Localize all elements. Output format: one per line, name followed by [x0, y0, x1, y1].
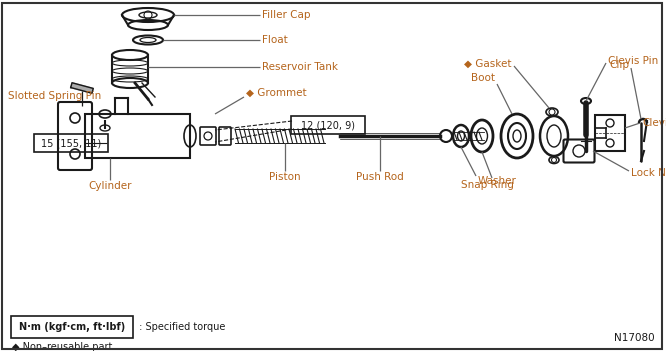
- Text: Slotted Spring Pin: Slotted Spring Pin: [8, 91, 101, 101]
- Text: Boot: Boot: [471, 73, 495, 83]
- Text: Cylinder: Cylinder: [89, 181, 132, 191]
- Text: : Specified torque: : Specified torque: [136, 322, 225, 332]
- Text: Filler Cap: Filler Cap: [262, 10, 310, 20]
- Text: Snap Ring: Snap Ring: [461, 180, 513, 190]
- Text: Piston: Piston: [269, 172, 301, 182]
- Text: ◆ Grommet: ◆ Grommet: [246, 88, 306, 98]
- Text: ◆ Non–reusable part: ◆ Non–reusable part: [12, 342, 113, 351]
- Polygon shape: [71, 83, 93, 93]
- Text: 15 (155, 11): 15 (155, 11): [41, 138, 101, 148]
- Text: N17080: N17080: [614, 333, 655, 343]
- Text: ◆ Gasket: ◆ Gasket: [464, 59, 512, 69]
- Bar: [595, 115, 625, 151]
- Text: 12 (120, 9): 12 (120, 9): [301, 120, 355, 130]
- Bar: [85, 114, 190, 158]
- Text: Clevis: Clevis: [642, 118, 666, 128]
- Text: Washer: Washer: [478, 176, 517, 186]
- Text: Reservoir Tank: Reservoir Tank: [262, 62, 338, 72]
- Text: N·m (kgf·cm, ft·lbf): N·m (kgf·cm, ft·lbf): [19, 322, 125, 332]
- Text: Float: Float: [262, 35, 288, 45]
- Text: Clip: Clip: [609, 60, 629, 70]
- Text: Lock Nut: Lock Nut: [631, 168, 666, 178]
- Text: Push Rod: Push Rod: [356, 172, 404, 182]
- Text: Clevis Pin: Clevis Pin: [608, 56, 658, 66]
